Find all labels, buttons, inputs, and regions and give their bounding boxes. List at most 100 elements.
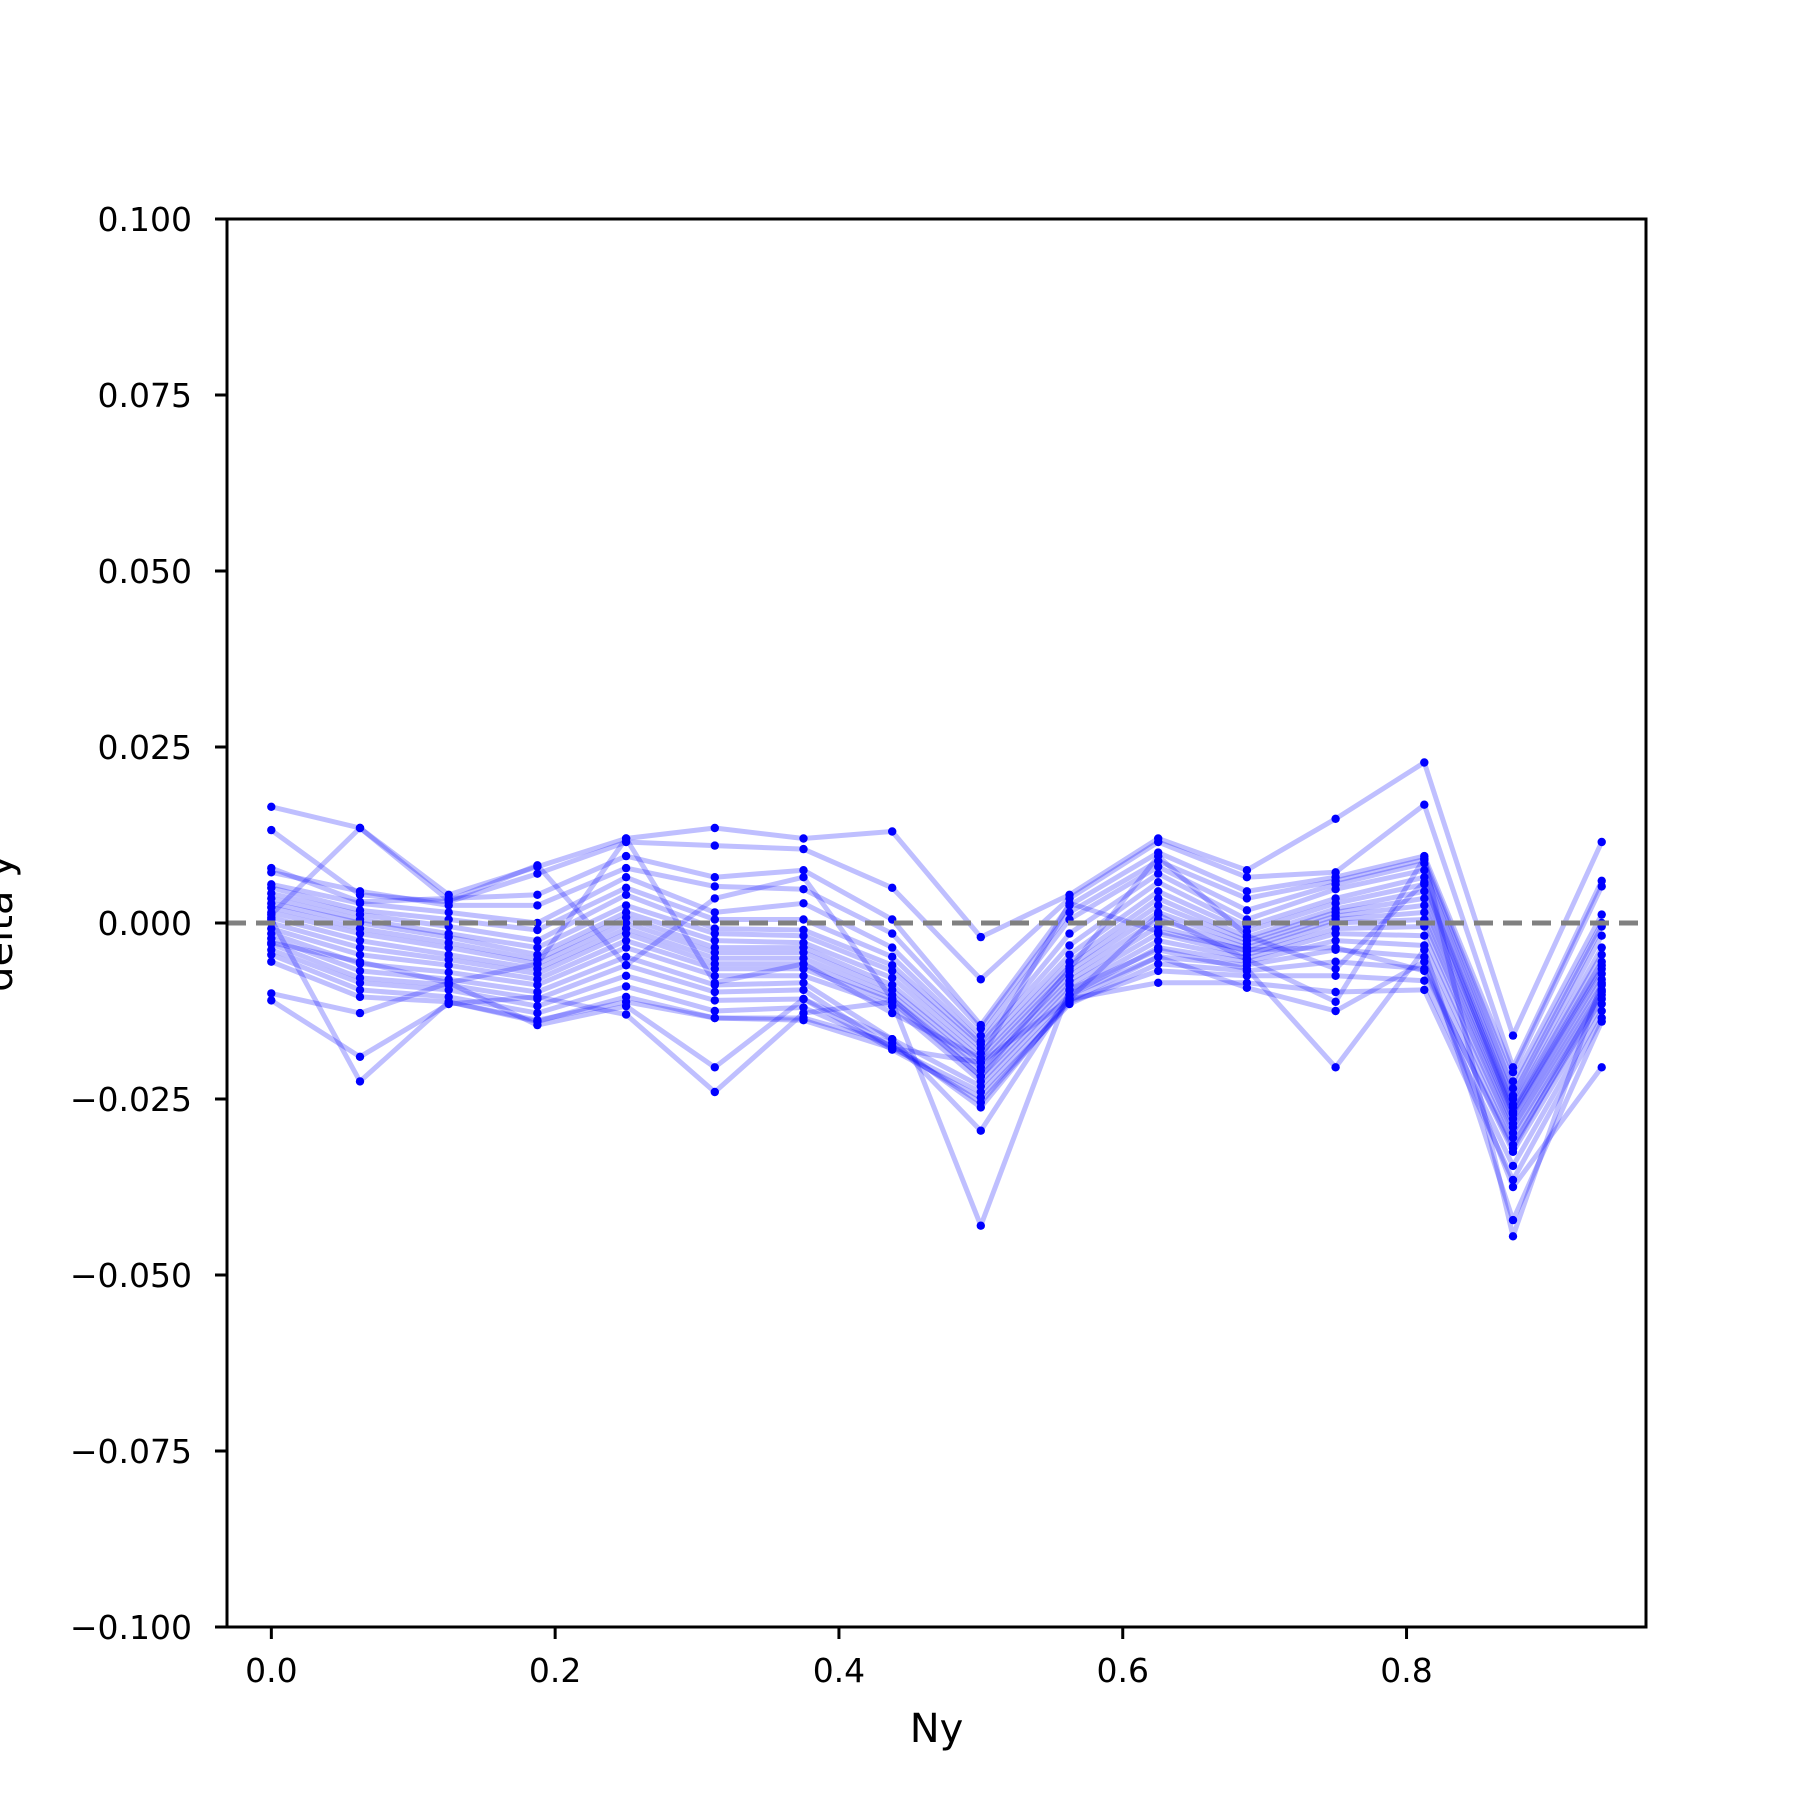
series-line-11: [270, 909, 1604, 1122]
data-point: [1154, 910, 1163, 919]
series-line-19: [270, 959, 1604, 1183]
data-point: [1065, 908, 1074, 917]
data-point: [1597, 950, 1606, 959]
series-line-20: [270, 954, 1604, 1190]
data-point: [355, 1052, 365, 1062]
data-point: [710, 996, 719, 1005]
data-point: [1154, 869, 1163, 878]
data-point: [621, 873, 631, 882]
data-point: [1508, 1161, 1518, 1171]
data-point: [1331, 1006, 1340, 1016]
data-point: [1331, 885, 1340, 894]
data-point: [710, 894, 719, 903]
series-line-0: [270, 760, 1604, 1039]
data-point: [533, 980, 542, 990]
data-point: [710, 915, 719, 924]
data-point: [1420, 945, 1429, 954]
series-14: [267, 929, 1606, 1138]
data-point: [533, 992, 542, 1002]
data-point: [1420, 957, 1429, 966]
data-point: [1154, 887, 1163, 896]
data-point: [1065, 994, 1074, 1004]
data-point: [1420, 931, 1429, 940]
data-point: [267, 868, 276, 877]
data-point: [1154, 878, 1163, 887]
data-point: [1420, 985, 1429, 995]
data-point: [267, 938, 276, 947]
series-line-18: [270, 952, 1604, 1169]
data-point: [533, 901, 542, 910]
data-point: [710, 873, 719, 882]
data-point: [710, 882, 719, 891]
data-point: [267, 802, 276, 811]
data-point: [799, 915, 808, 924]
data-point: [1065, 950, 1074, 959]
data-point: [1508, 1175, 1518, 1185]
data-point: [621, 890, 631, 899]
y-tick-label: 0.050: [98, 552, 192, 591]
x-axis-label: Ny: [910, 1706, 964, 1752]
data-point: [621, 936, 631, 945]
data-point: [1154, 851, 1163, 861]
data-point: [444, 896, 453, 905]
data-point: [1065, 964, 1074, 973]
data-point: [444, 985, 453, 995]
x-tick-label: 0.8: [1380, 1651, 1432, 1690]
x-tick-label: 0.2: [529, 1651, 581, 1690]
data-point: [267, 910, 276, 919]
data-point: [1331, 971, 1340, 980]
series-line-15: [270, 936, 1604, 1141]
data-point: [1597, 931, 1606, 940]
data-point: [621, 1010, 631, 1019]
data-point: [888, 1008, 897, 1018]
data-point: [355, 887, 365, 896]
data-point: [1597, 910, 1606, 919]
data-point: [1597, 987, 1606, 997]
data-point: [621, 883, 631, 892]
data-point: [976, 1054, 985, 1063]
data-point: [710, 929, 719, 938]
data-point: [1420, 800, 1429, 809]
data-point: [355, 899, 365, 908]
data-point: [1597, 999, 1606, 1009]
data-point: [1597, 943, 1606, 952]
data-point: [888, 952, 897, 961]
data-point: [1508, 1108, 1518, 1118]
data-point: [1242, 983, 1252, 992]
data-point: [1242, 906, 1252, 915]
data-point: [1154, 837, 1163, 847]
data-point: [799, 971, 808, 980]
data-point: [1154, 945, 1163, 954]
data-point: [444, 961, 453, 970]
data-point: [267, 996, 276, 1005]
data-point: [888, 994, 897, 1004]
data-point: [888, 966, 897, 976]
series-line-3: [270, 857, 1604, 1084]
y-tick-label: −0.050: [70, 1256, 192, 1295]
data-point: [621, 863, 631, 873]
data-point: [267, 825, 276, 835]
data-point: [710, 936, 719, 945]
data-point: [533, 890, 542, 899]
data-point: [799, 1016, 808, 1025]
data-point: [355, 943, 365, 952]
data-point: [710, 971, 719, 980]
data-point: [976, 1126, 985, 1135]
series-line-24: [270, 836, 1604, 1151]
data-point: [1331, 943, 1340, 952]
x-tick-label: 0.6: [1097, 1651, 1149, 1690]
data-point: [888, 827, 897, 836]
series-line-6: [270, 874, 1604, 1102]
data-point: [1508, 1031, 1518, 1040]
data-point: [1065, 941, 1074, 950]
data-point: [799, 1008, 808, 1018]
data-point: [799, 931, 808, 940]
data-point: [1597, 1063, 1606, 1072]
series-7: [267, 880, 1606, 1109]
series-line-17: [270, 947, 1604, 1155]
data-point: [1420, 878, 1429, 887]
data-point: [1597, 837, 1606, 847]
data-point: [1242, 894, 1252, 903]
data-point: [710, 823, 719, 833]
data-point: [444, 968, 453, 977]
